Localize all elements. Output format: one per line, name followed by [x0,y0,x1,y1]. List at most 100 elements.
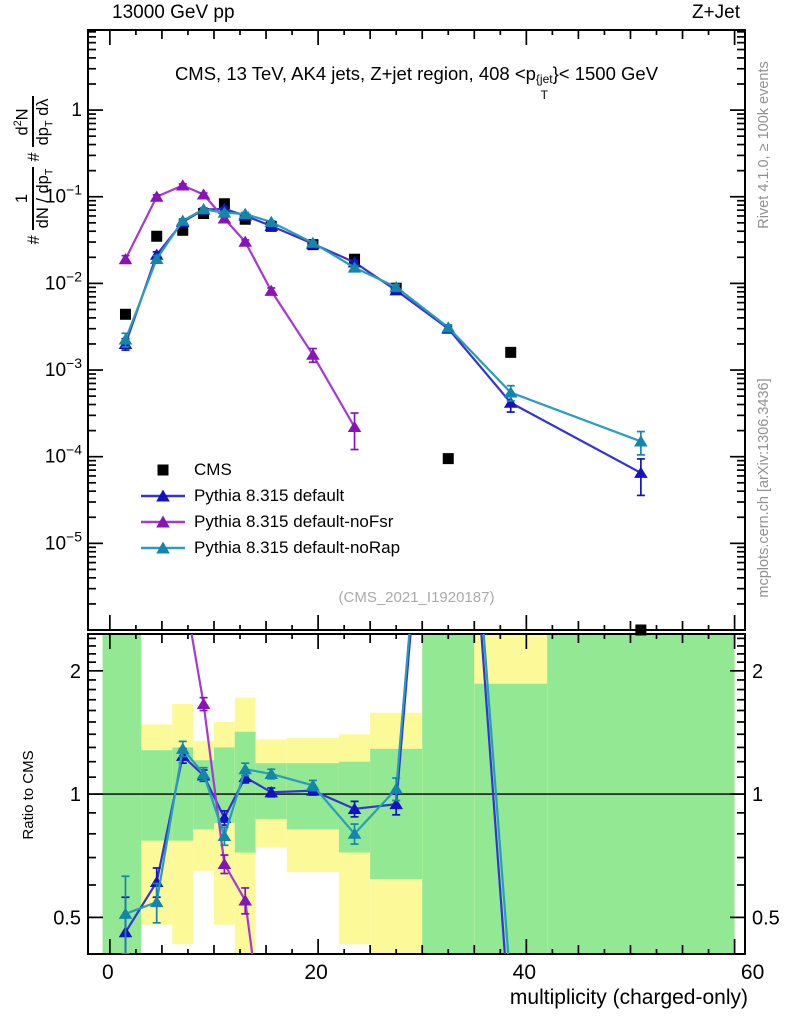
data-point [149,252,164,265]
data-point [264,767,279,779]
stat-uncertainty-band [234,731,256,853]
svg-text:10−1: 10−1 [45,182,82,208]
y-axis-label: # 1 dN / dpT # d2N dpT dλ [11,96,57,245]
series-main-pythia-8-315-default [118,202,648,497]
svg-text:1: 1 [70,784,81,806]
data-point [238,763,253,775]
data-point [441,321,456,333]
legend-item: Pythia 8.315 default-noFsr [140,509,400,535]
data-point [118,333,133,345]
data-point [217,857,232,870]
svg-text:40: 40 [513,961,536,984]
data-point [196,188,211,200]
line-triangle-marker-icon [141,541,185,554]
data-point [347,261,362,273]
data-point [306,348,320,360]
data-point [264,786,279,798]
data-point [196,767,211,779]
data-point [217,829,232,842]
svg-text:10−2: 10−2 [45,268,82,294]
svg-text:1: 1 [71,100,82,121]
data-point [151,230,163,242]
data-point [503,386,518,398]
plot-title: CMS, 13 TeV, AK4 jets, Z+jet region, 408… [174,63,659,102]
data-point [389,280,403,293]
data-point [634,435,648,447]
data-point [238,207,253,219]
data-point [119,308,131,320]
data-point [175,742,190,754]
data-point [149,190,164,202]
legend-label: CMS [194,460,232,479]
data-point [175,214,190,226]
svg-text:1: 1 [752,784,763,806]
stat-uncertainty-band [474,683,548,954]
series-ratio-pythia-8-315-default-norap [118,634,510,954]
series-main-pythia-8-315-default-norap [118,203,648,456]
x-axis-label: multiplicity (charged-only) [509,986,748,1009]
data-point [503,396,518,408]
axis-ticks [88,30,745,954]
data-point [217,212,232,224]
stat-uncertainty-band [141,750,173,841]
rivet-version-credit: Rivet 4.1.0, ≥ 100k events [756,61,772,229]
data-point [389,782,403,794]
svg-text:0.5: 0.5 [53,907,81,929]
data-point [306,779,320,791]
svg-text:0.5: 0.5 [752,907,780,929]
data-point [347,827,362,839]
series-main-pythia-8-315-default-nofsr [118,179,362,451]
svg-text:20: 20 [304,961,327,984]
main-panel-frame [87,29,746,631]
legend-item: CMS [140,457,400,483]
data-point [264,215,279,228]
line-triangle-marker-icon [141,489,185,502]
legend: CMS Pythia 8.315 default Pythia 8.315 defa… [140,457,400,561]
data-point [634,466,648,478]
series-main-cms [119,198,647,636]
svg-text:10−3: 10−3 [45,355,82,381]
svg-text:2: 2 [70,661,81,683]
svg-text:0: 0 [102,961,114,984]
data-point [238,894,253,906]
series-ratio-pythia-8-315-default-nofsr [190,634,254,954]
svg-text:2: 2 [752,661,763,683]
legend-label: Pythia 8.315 default-noFsr [194,512,394,531]
data-point [118,253,133,265]
legend-label: Pythia 8.315 default [194,486,345,505]
beam-energy-label: 13000 GeV pp [112,2,235,23]
data-point [306,236,320,248]
stat-uncertainty-band [286,763,339,830]
legend-item: Pythia 8.315 default [140,483,400,509]
tick-labels: 110−110−210−310−410−50.5 0.51 12 20 20 40 60 [45,100,780,984]
process-label: Z+Jet [691,2,740,23]
data-point [118,907,133,919]
svg-text:10−4: 10−4 [45,442,82,468]
svg-text:10−5: 10−5 [45,528,82,554]
legend-label: Pythia 8.315 default-noRap [194,538,401,557]
line-triangle-marker-icon [141,515,185,528]
data-point [217,206,232,218]
svg-text:60: 60 [741,961,764,984]
data-point [149,895,164,908]
data-point [217,811,232,823]
square-marker-icon [157,464,169,476]
data-point [505,346,517,358]
data-point [177,224,189,236]
data-point [196,697,211,709]
legend-item: Pythia 8.315 default-noRap [140,535,400,561]
ratio-axis-label: Ratio to CMS [19,750,37,840]
data-point [635,624,647,636]
mcplots-credit: mcplots.cern.ch [arXiv:1306.3436] [756,378,772,598]
data-point [264,284,279,296]
data-point [238,235,253,247]
data-point [175,179,190,191]
data-point [196,203,211,215]
data-point [347,420,362,433]
stat-uncertainty-band [213,747,235,824]
data-point [347,802,362,814]
data-point [389,797,403,810]
analysis-id-watermark: (CMS_2021_I1920187) [338,589,495,606]
